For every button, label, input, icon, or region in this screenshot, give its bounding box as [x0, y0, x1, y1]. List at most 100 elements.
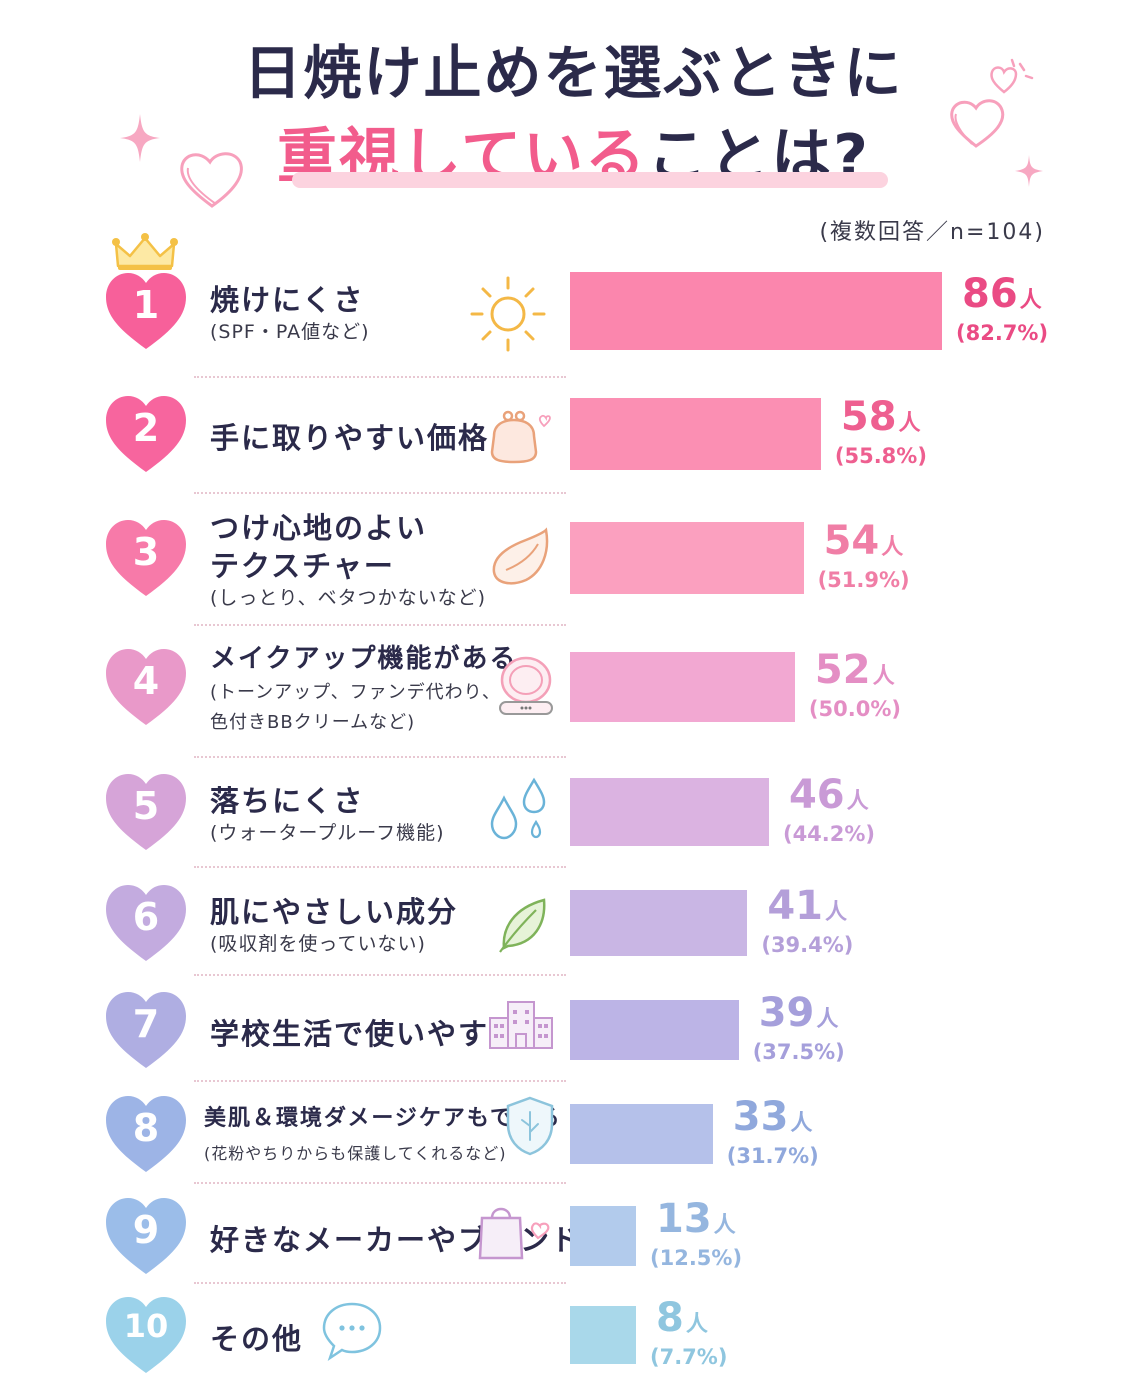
heart-outline-icon: [950, 99, 1005, 148]
cream-swatch-icon: [486, 526, 552, 594]
heart-icon: [106, 273, 186, 349]
heart-icon: [106, 992, 186, 1068]
count-unit: 人: [685, 1312, 708, 1337]
percent-label: (7.7%): [650, 1345, 728, 1369]
rank-number: 1: [132, 283, 160, 327]
speech-bubble-icon: [320, 1300, 384, 1366]
item-sublabel: (トーンアップ、ファンデ代わり、: [210, 682, 501, 703]
item-sublabel: (花粉やちりからも保護してくれるなど): [204, 1144, 507, 1163]
item-sublabel: (しっとり、ベタつかないなど): [210, 587, 487, 609]
heart-outline-icon: [180, 152, 243, 208]
heart-icon: [106, 1096, 186, 1172]
item-label: 落ちにくさ: [210, 784, 365, 818]
count-number: 13: [656, 1196, 712, 1242]
heart-icon: [106, 1297, 186, 1373]
count-label: 52人: [815, 647, 895, 693]
count-number: 58: [840, 394, 897, 440]
heart-icon: [106, 520, 186, 596]
rank-number: 4: [132, 659, 160, 703]
rank-badge: 7: [104, 990, 188, 1070]
row-divider: [194, 492, 566, 494]
count-unit: 人: [881, 535, 904, 560]
sparkle-icon: [120, 114, 160, 162]
count-number: 86: [962, 271, 1018, 317]
percent-label: (39.4%): [761, 933, 854, 957]
bar: [570, 398, 821, 470]
item-label: 学校生活で使いやすい: [210, 1017, 521, 1051]
small-heart-icon: [990, 58, 1034, 94]
row-divider: [194, 756, 566, 758]
rank-number: 5: [132, 784, 160, 828]
rank-badge: 9: [104, 1196, 188, 1276]
shield-icon: [502, 1094, 558, 1162]
bar: [570, 890, 748, 956]
rank-number: 2: [132, 406, 160, 450]
item-label: 美肌＆環境ダメージケアもできる: [204, 1106, 562, 1131]
item-label: メイクアップ機能がある: [210, 644, 518, 674]
row-divider: [194, 1080, 566, 1082]
item-label: つけ心地のよい: [210, 511, 428, 545]
count-label: 58人: [841, 394, 921, 440]
count-unit: 人: [825, 900, 848, 925]
bar: [570, 1000, 739, 1060]
count-number: 8: [656, 1295, 684, 1341]
rank-badge: 8: [104, 1094, 188, 1174]
heart-icon: [106, 885, 186, 961]
rank-number: 10: [123, 1307, 169, 1345]
rank-badge: 2: [104, 394, 188, 474]
item-label: 手に取りやすい価格: [210, 421, 490, 455]
count-label: 86人: [962, 271, 1042, 317]
item-sublabel: 色付きBBクリームなど): [210, 712, 416, 733]
percent-label: (51.9%): [817, 568, 910, 592]
leaf-icon: [494, 894, 550, 958]
title-underline: [292, 172, 888, 188]
coin-purse-icon: [484, 406, 554, 470]
bar: [570, 1104, 713, 1164]
count-number: 33: [732, 1094, 789, 1140]
item-label: 焼けにくさ: [210, 283, 365, 317]
count-label: 39人: [759, 990, 839, 1036]
row-divider: [194, 1282, 566, 1284]
rank-badge: 6: [104, 883, 188, 963]
percent-label: (12.5%): [650, 1246, 743, 1270]
rank-badge: 5: [104, 772, 188, 852]
bar: [570, 1306, 636, 1364]
sample-note: (複数回答／n=104): [819, 220, 1045, 245]
count-unit: 人: [1019, 288, 1042, 313]
row-divider: [194, 974, 566, 976]
item-label: 肌にやさしい成分: [210, 895, 459, 929]
rank-number: 8: [132, 1106, 160, 1150]
rank-number: 6: [132, 895, 160, 939]
count-number: 52: [814, 647, 871, 693]
school-icon: [486, 996, 556, 1056]
bar: [570, 272, 942, 350]
water-drops-icon: [488, 776, 552, 846]
heart-icon: [106, 649, 186, 725]
rank-badge: 3: [104, 518, 188, 598]
shopping-bag-icon: [476, 1198, 556, 1266]
count-label: 54人: [824, 518, 904, 564]
count-unit: 人: [816, 1007, 839, 1032]
bar: [570, 652, 795, 722]
count-unit: 人: [872, 664, 895, 689]
item-sublabel: (SPF・PA値など): [210, 321, 370, 343]
percent-label: (44.2%): [782, 822, 876, 846]
percent-label: (50.0%): [808, 697, 901, 721]
bar: [570, 778, 769, 846]
rank-number: 3: [132, 530, 160, 574]
count-label: 8人: [656, 1295, 708, 1341]
bar: [570, 1206, 636, 1266]
rank-badge: 1: [104, 271, 188, 351]
count-unit: 人: [898, 411, 921, 436]
rank-badge: 4: [104, 647, 188, 727]
sun-icon: [468, 274, 548, 358]
crown-icon: [112, 233, 178, 270]
count-unit: 人: [846, 789, 869, 814]
compact-icon: [496, 652, 556, 726]
item-label: テクスチャー: [210, 549, 395, 583]
rank-number: 9: [132, 1208, 160, 1252]
item-sublabel: (吸収剤を使っていない): [210, 933, 426, 955]
bar: [570, 522, 804, 594]
count-label: 33人: [733, 1094, 813, 1140]
count-label: 46人: [789, 772, 869, 818]
